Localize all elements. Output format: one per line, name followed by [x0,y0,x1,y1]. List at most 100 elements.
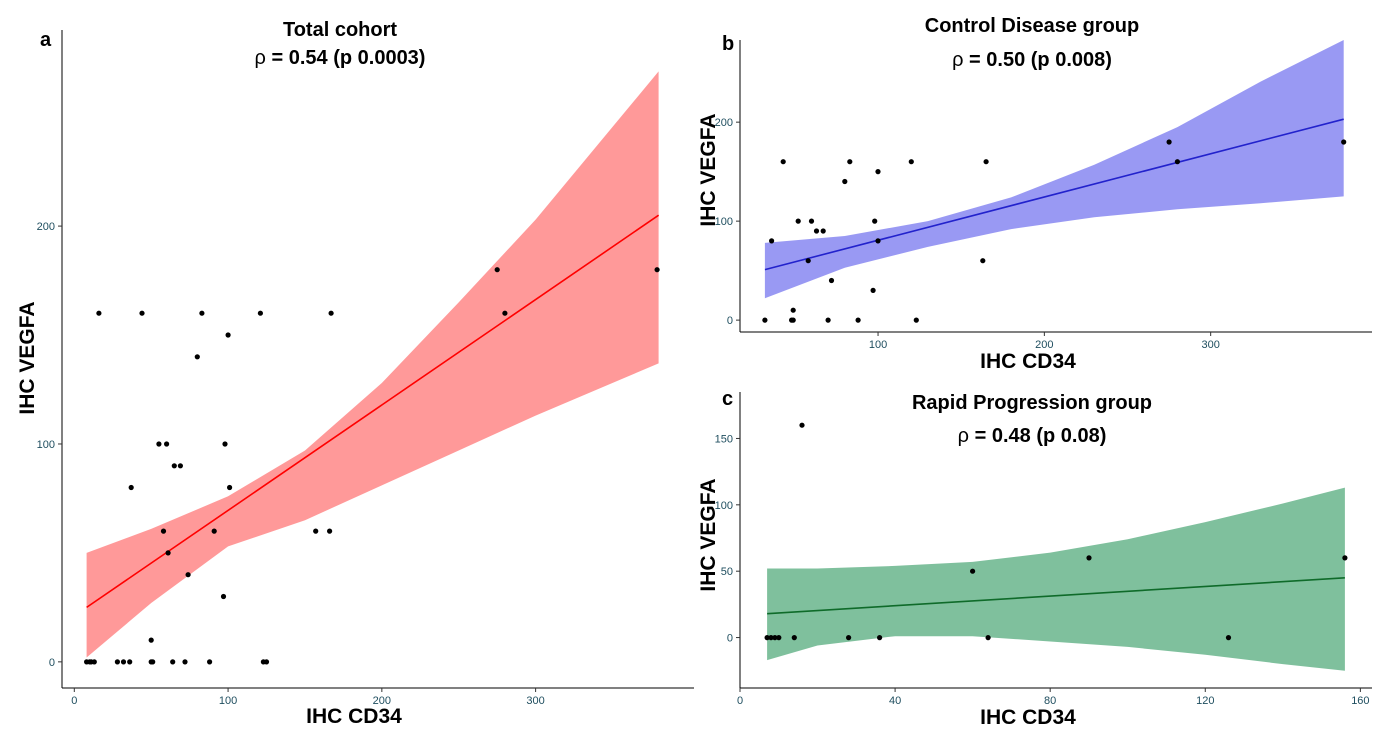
data-point [790,317,796,323]
panel-c-p-value: (p 0.08) [1036,425,1106,447]
data-point [908,159,914,165]
x-tick-label: 40 [889,695,901,707]
data-point [164,441,170,447]
data-point [114,659,120,665]
data-point [1225,635,1232,641]
x-tick-label: 200 [1035,339,1053,351]
data-point [768,635,774,641]
y-tick-label: 50 [721,566,733,578]
panel-b: 100 200 300 0 100 200 b Control Disease grou… [697,15,1372,373]
panel-b-letter: b [722,33,734,55]
panel-b-fit-line-layer [764,118,1344,271]
data-point [120,659,127,665]
data-point [762,317,768,323]
panel-c-fit-line [767,577,1345,615]
data-point [842,178,848,185]
panel-b-y-ticks: 0 100 200 [715,117,740,327]
data-point [502,310,508,316]
data-point [875,169,881,175]
data-point [177,463,183,469]
panel-a-confidence-band-layer [86,71,659,658]
panel-b-rho-symbol: ρ [952,49,963,71]
panel-b-y-label: IHC VEGFA [697,113,720,226]
data-point [150,659,156,665]
x-tick-label: 0 [71,695,77,707]
panel-c-confidence-band [767,487,1345,671]
x-tick-label: 120 [1196,695,1214,707]
panel-b-confidence-band [764,40,1344,299]
data-point [970,568,976,574]
data-point [494,267,500,273]
data-point [877,635,883,641]
data-point [227,484,233,491]
panel-c-confidence-band-layer [767,487,1345,671]
data-point [764,635,770,641]
panel-b-fit-line [764,118,1344,271]
panel-c-letter: c [722,388,733,410]
panel-a-title: Total cohort [283,19,397,41]
data-point [220,593,227,600]
data-point [983,159,989,165]
x-tick-label: 100 [219,695,237,707]
x-tick-label: 100 [869,339,887,351]
panel-c-rho-value: = 0.48 [975,425,1031,447]
data-point [160,528,167,534]
data-point [199,310,205,316]
data-point [820,228,826,234]
data-point [257,310,263,316]
data-point [980,258,986,264]
panel-c-fit-line-layer [767,577,1345,615]
panel-c-x-label: IHC CD34 [980,706,1076,729]
data-point [313,528,319,534]
panel-c-title: Rapid Progression group [912,392,1152,414]
panel-a-x-ticks: 0 100 200 300 [71,688,545,707]
x-tick-label: 0 [737,695,743,707]
data-point [91,659,97,665]
data-point [795,218,801,224]
panel-a-points-layer [84,267,660,665]
panel-b-rho-value: = 0.50 [969,49,1025,71]
data-point [776,635,782,641]
panel-a-y-ticks: 0 100 200 [37,221,62,669]
panel-b-subtitle: ρ = 0.50 (p 0.008) [952,49,1112,71]
panel-b-x-ticks: 100 200 300 [869,332,1220,351]
panel-c-y-label: IHC VEGFA [697,478,720,591]
data-point [985,635,991,641]
y-tick-label: 200 [715,117,733,129]
data-point [791,635,797,641]
panel-b-x-label: IHC CD34 [980,350,1076,373]
data-point [772,635,778,641]
panel-a-fit-line [86,214,660,609]
data-point [148,637,154,643]
panel-a-confidence-band [86,71,659,658]
panel-c-y-ticks: 0 50 100 150 [715,433,740,645]
panel-b-points-layer [762,139,1347,323]
data-point [194,354,200,360]
panel-a-rho-value: = 0.54 [271,47,328,69]
data-point [207,659,213,665]
panel-a-fit-line-layer [86,214,660,609]
panel-b-confidence-band-layer [764,40,1344,299]
y-tick-label: 0 [49,657,55,669]
data-point [182,659,188,665]
panel-b-p-value: (p 0.008) [1031,49,1112,71]
y-tick-label: 0 [727,633,733,645]
data-point [225,332,231,338]
data-point [828,277,835,284]
panel-c: 0 40 80 120 160 0 50 100 150 c Rapid Progressio… [697,388,1372,729]
data-point [185,572,191,578]
data-point [769,238,775,244]
panel-a-y-label: IHC VEGFA [16,301,39,414]
data-point [222,441,228,447]
x-tick-label: 300 [1201,339,1219,351]
panel-a-p-value: (p 0.0003) [333,47,425,69]
x-tick-label: 200 [373,695,391,707]
panel-c-points-layer [764,422,1348,641]
data-point [790,307,796,313]
data-point [1342,555,1348,561]
data-point [1341,139,1347,145]
panel-c-x-ticks: 0 40 80 120 160 [737,688,1370,707]
data-point [139,310,145,316]
panel-c-rho-symbol: ρ [958,425,969,447]
